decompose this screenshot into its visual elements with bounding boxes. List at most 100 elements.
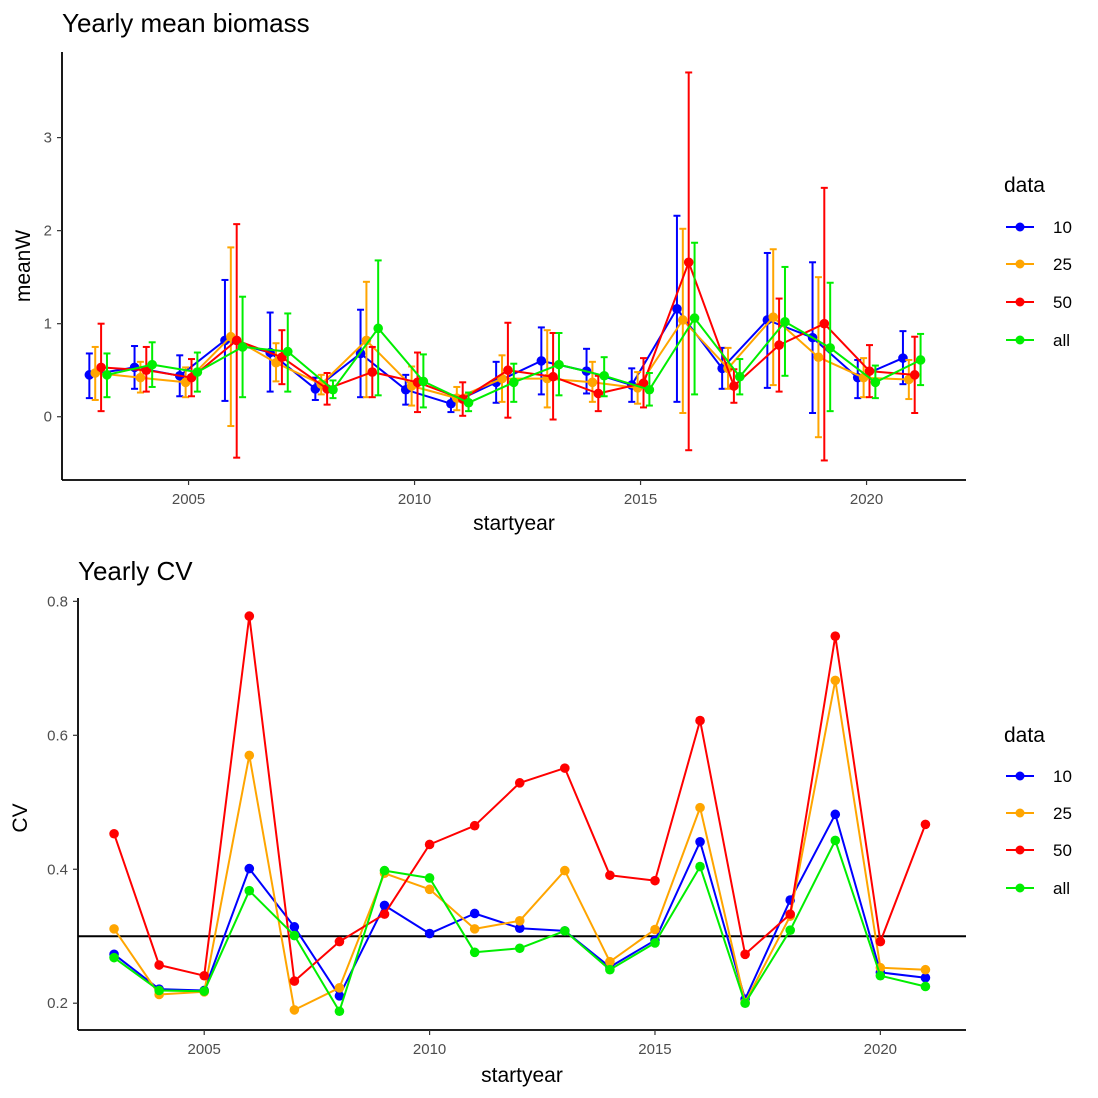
x-tick-label: 2005 <box>172 491 205 508</box>
data-point-50 <box>785 909 796 919</box>
legend-key-dot <box>1015 883 1025 893</box>
data-point-25 <box>424 884 435 895</box>
data-point-25 <box>469 924 480 934</box>
data-point-50 <box>875 936 886 947</box>
data-point-25 <box>560 865 570 876</box>
data-point-50 <box>334 936 345 947</box>
data-point-10 <box>830 809 841 820</box>
data-point-all <box>554 359 564 370</box>
x-tick-label: 2015 <box>624 491 657 508</box>
data-point-50 <box>560 763 570 773</box>
legend-key-dot <box>1015 259 1025 269</box>
data-point-50 <box>605 870 615 881</box>
panel-mean-biomass: Yearly mean biomass 2005 2010 2015 2020 0 1 2 3… <box>12 8 1072 535</box>
panel1-legend-item-25: 25 <box>1006 255 1072 274</box>
data-point-all <box>373 323 383 334</box>
data-point-25 <box>514 916 525 926</box>
data-point-10 <box>672 304 682 314</box>
data-point-all <box>154 985 164 996</box>
data-point-50 <box>469 820 480 831</box>
panel2-legend-item-25: 25 <box>1006 804 1072 823</box>
data-point-all <box>109 952 119 963</box>
data-point-all <box>418 376 429 387</box>
data-point-25 <box>334 983 345 993</box>
series-50 <box>109 611 931 986</box>
data-point-all <box>830 835 841 846</box>
x-tick-label: 2015 <box>638 1041 671 1058</box>
x-tick-label: 2020 <box>864 1041 897 1058</box>
data-point-all <box>740 998 750 1009</box>
y-tick-label: 0.4 <box>47 861 68 878</box>
data-point-all <box>780 317 790 327</box>
data-point-all <box>147 359 157 370</box>
panel1-legend-label-50: 50 <box>1053 293 1072 312</box>
data-point-all <box>644 384 655 395</box>
data-point-25 <box>830 675 841 686</box>
panel2-marks <box>78 611 966 1017</box>
data-point-50 <box>683 257 694 268</box>
data-point-25 <box>768 312 779 322</box>
data-point-10 <box>536 356 547 366</box>
data-point-all <box>463 397 474 408</box>
data-point-10 <box>289 922 300 932</box>
series-25 <box>90 227 914 439</box>
series-25 <box>109 675 931 1015</box>
data-point-50 <box>244 611 255 621</box>
series-all <box>109 835 931 1017</box>
data-point-50 <box>650 875 660 886</box>
data-point-all <box>785 925 796 936</box>
data-point-all <box>915 355 926 365</box>
panel2-legend-item-all: all <box>1006 879 1070 898</box>
y-tick-label: 0.8 <box>47 593 68 610</box>
data-point-10 <box>334 991 345 1001</box>
data-point-all <box>237 342 248 352</box>
data-point-50 <box>289 976 300 986</box>
x-tick-label: 2010 <box>413 1041 446 1058</box>
panel1-legend-title: data <box>1004 174 1045 197</box>
data-point-all <box>870 377 881 388</box>
data-point-50 <box>424 839 435 850</box>
data-point-all <box>599 370 609 381</box>
data-point-all <box>334 1006 345 1017</box>
panel2-legend-label-25: 25 <box>1053 804 1072 823</box>
data-point-50 <box>199 970 210 981</box>
panel2-ticks: 2005 2010 2015 2020 0.2 0.4 0.6 0.8 <box>47 593 897 1058</box>
legend-key-dot <box>1015 335 1025 345</box>
data-point-50 <box>503 365 513 376</box>
panel1-x-axis-title: startyear <box>473 512 555 535</box>
data-point-50 <box>379 909 390 919</box>
panel1-legend: data 10 25 50 <box>1004 174 1072 350</box>
x-tick-label: 2005 <box>188 1041 221 1058</box>
data-point-all <box>282 346 293 357</box>
legend-key-dot <box>1015 771 1025 781</box>
data-point-all <box>650 938 660 948</box>
series-50 <box>96 71 920 462</box>
data-point-50 <box>514 778 525 788</box>
data-point-25 <box>289 1005 300 1015</box>
data-point-all <box>920 981 931 992</box>
data-point-50 <box>920 819 931 830</box>
data-point-25 <box>605 956 615 967</box>
data-point-all <box>825 343 835 353</box>
data-point-all <box>244 885 255 896</box>
data-point-25 <box>587 377 598 388</box>
data-point-25 <box>678 315 688 325</box>
data-point-10 <box>244 863 255 874</box>
panel2-legend-title: data <box>1004 724 1045 747</box>
data-point-50 <box>96 362 106 373</box>
panel1-legend-label-10: 10 <box>1053 218 1072 237</box>
legend-key-dot <box>1015 808 1025 818</box>
y-tick-label: 0 <box>44 409 52 426</box>
data-point-all <box>560 926 570 936</box>
panel1-ticks: 2005 2010 2015 2020 0 1 2 3 <box>44 130 884 508</box>
data-point-all <box>734 371 745 382</box>
data-point-50 <box>819 318 830 329</box>
panel2-legend-item-10: 10 <box>1006 767 1072 786</box>
data-point-10 <box>898 353 908 363</box>
panel2-legend-label-10: 10 <box>1053 767 1072 786</box>
data-point-10 <box>424 928 435 939</box>
panel2-legend: data 10 25 50 <box>1004 724 1072 898</box>
panel2-legend-label-all: all <box>1053 879 1070 898</box>
data-point-50 <box>740 949 750 960</box>
